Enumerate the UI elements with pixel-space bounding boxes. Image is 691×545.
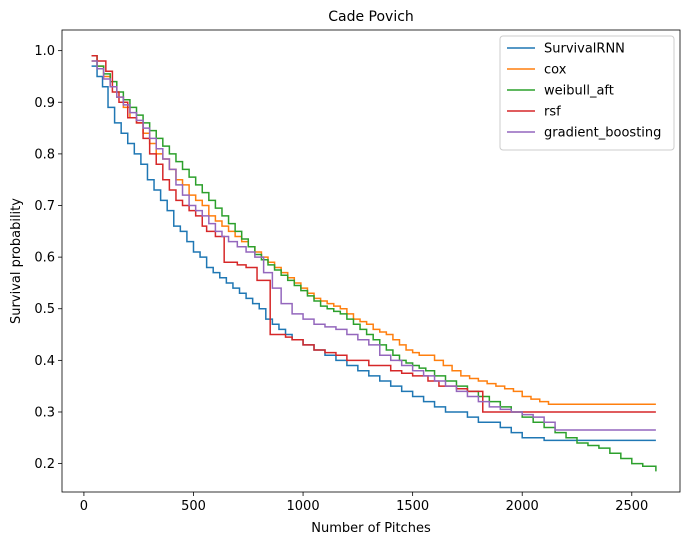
- chart-title: Cade Povich: [328, 9, 414, 25]
- series-line-weibull_aft: [91, 55, 657, 472]
- y-tick-label: 0.7: [34, 199, 55, 214]
- plot-frame: [61, 29, 681, 493]
- y-tick-label: 0.8: [34, 147, 55, 162]
- x-axis-label: Number of Pitches: [311, 521, 431, 536]
- y-tick-label: 0.6: [34, 251, 55, 266]
- series-line-gradient_boosting: [91, 60, 656, 431]
- y-tick-label: 1.0: [34, 44, 55, 59]
- x-tick-label: 2500: [615, 499, 648, 514]
- legend-box: [499, 35, 675, 151]
- series-layer: [91, 55, 657, 472]
- y-tick-label: 0.3: [34, 405, 55, 420]
- y-tick-label: 0.4: [34, 354, 55, 369]
- y-tick-label: 0.5: [34, 302, 55, 317]
- x-tick-label: 500: [181, 499, 206, 514]
- x-axis: 0 500 1000 1500 2000 2500: [80, 492, 648, 514]
- x-tick-label: 1500: [396, 499, 429, 514]
- series-line-rsf: [91, 55, 656, 413]
- y-tick-label: 0.9: [34, 96, 55, 111]
- y-axis-label: Survival probability: [9, 198, 24, 324]
- legend-label-gradient_boosting: gradient_boosting: [544, 126, 661, 141]
- x-tick-label: 0: [80, 499, 88, 514]
- x-tick-label: 1000: [287, 499, 320, 514]
- legend-label-cox: cox: [544, 63, 567, 78]
- y-tick-label: 0.2: [34, 457, 55, 472]
- y-axis: 0.2 0.3 0.4 0.5 0.6 0.7 0.8 0.9 1.0: [34, 44, 62, 472]
- series-line-SurvivalRNN: [91, 65, 656, 442]
- legend-label-rsf: rsf: [544, 105, 561, 120]
- x-tick-label: 2000: [506, 499, 539, 514]
- legend-label-weibull_aft: weibull_aft: [544, 84, 614, 99]
- legend-label-SurvivalRNN: SurvivalRNN: [544, 42, 625, 57]
